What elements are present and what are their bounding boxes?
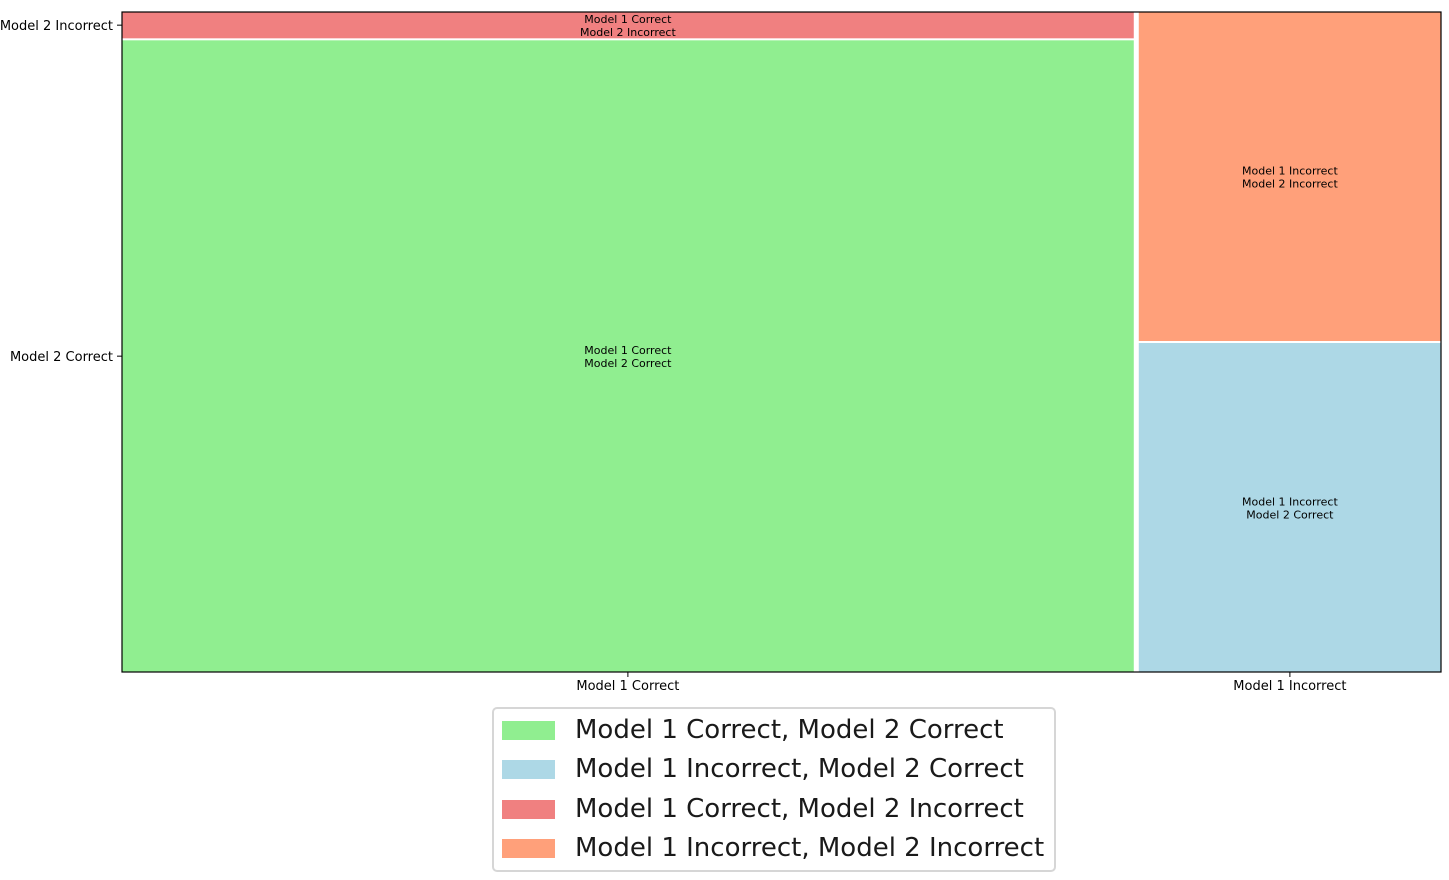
x-tick-label-model-1-incorrect: Model 1 Incorrect [1233, 679, 1346, 694]
legend-label-m1-incorrect-m2-incorrect: Model 1 Incorrect, Model 2 Incorrect [575, 833, 1045, 863]
legend-swatch-m1-incorrect-m2-correct [502, 759, 555, 779]
legend-item-m1-correct-m2-correct: Model 1 Correct, Model 2 Correct [502, 711, 1004, 749]
cell-label-model-1-incorrect-model-2-incorrect-line-1: Model 1 Incorrect [1242, 165, 1338, 178]
legend-item-m1-correct-m2-incorrect: Model 1 Correct, Model 2 Incorrect [502, 790, 1024, 828]
cell-label-model-1-correct-model-2-correct-line-2: Model 2 Correct [584, 357, 672, 370]
cell-label-model-1-incorrect-model-2-correct-line-1: Model 1 Incorrect [1242, 496, 1338, 509]
cell-label-model-1-correct-model-2-incorrect-line-1: Model 1 Correct [584, 13, 672, 26]
cell-model-1-correct-model-2-incorrect [122, 12, 1134, 39]
y-tick-label-model-2-incorrect: Model 2 Incorrect [0, 19, 113, 34]
legend: Model 1 Correct, Model 2 Correct Model 1… [492, 707, 1056, 872]
legend-label-m1-incorrect-m2-correct: Model 1 Incorrect, Model 2 Correct [575, 754, 1024, 784]
mosaic-cells [122, 12, 1441, 672]
legend-swatch-m1-correct-m2-incorrect [502, 799, 555, 819]
legend-item-m1-incorrect-m2-incorrect: Model 1 Incorrect, Model 2 Incorrect [502, 829, 1044, 867]
cell-label-model-1-correct-model-2-incorrect-line-2: Model 2 Incorrect [580, 26, 676, 39]
legend-swatch-m1-correct-m2-correct [502, 720, 555, 740]
legend-item-m1-incorrect-m2-correct: Model 1 Incorrect, Model 2 Correct [502, 750, 1024, 788]
legend-label-m1-correct-m2-incorrect: Model 1 Correct, Model 2 Incorrect [575, 794, 1024, 824]
cell-model-1-incorrect-model-2-incorrect [1138, 12, 1441, 341]
legend-label-m1-correct-m2-correct: Model 1 Correct, Model 2 Correct [575, 715, 1004, 745]
cell-label-model-1-incorrect-model-2-correct-line-2: Model 2 Correct [1246, 509, 1334, 522]
cell-label-model-1-correct-model-2-correct-line-1: Model 1 Correct [584, 344, 672, 357]
cell-model-1-incorrect-model-2-correct [1138, 343, 1441, 672]
cell-label-model-1-incorrect-model-2-incorrect-line-2: Model 2 Incorrect [1242, 178, 1338, 191]
y-tick-label-model-2-correct: Model 2 Correct [10, 350, 113, 365]
axes-frame [121, 11, 1442, 673]
x-tick-label-model-1-correct: Model 1 Correct [576, 679, 679, 694]
legend-swatch-m1-incorrect-m2-incorrect [502, 838, 555, 858]
cell-model-1-correct-model-2-correct [122, 40, 1134, 672]
